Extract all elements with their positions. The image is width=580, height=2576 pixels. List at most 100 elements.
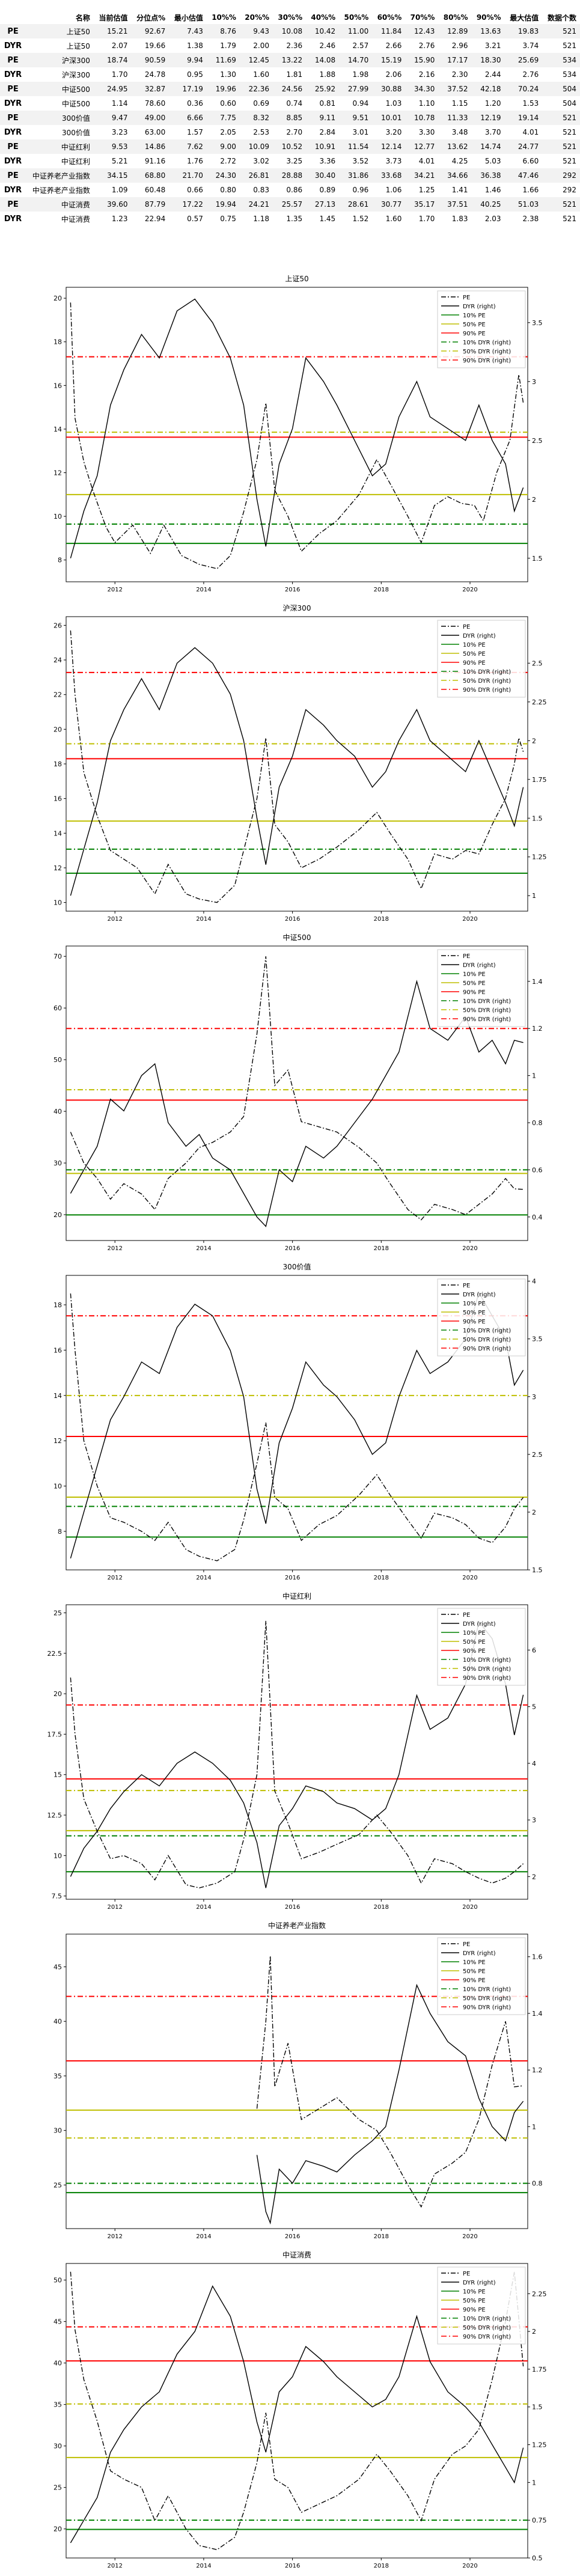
row-index-name: 中证消费 <box>61 200 90 209</box>
valuation-chart: 中证消费 20 25 30 35 40 45 50 0.5 0.75 1 1.25 1.5 1.75 2 2.… <box>0 2241 580 2570</box>
legend-label: 10% DYR (right) <box>463 340 511 346</box>
table-cell: 3.73 <box>385 157 402 165</box>
table-cell: 6.60 <box>522 157 539 165</box>
table-cell: 521 <box>563 128 576 136</box>
table-cell: 28.88 <box>281 171 303 180</box>
table-cell: 2.84 <box>319 128 336 136</box>
right-tick-label: 1.75 <box>532 776 547 784</box>
table-cell: 1.81 <box>286 70 303 79</box>
column-header: 80%% <box>443 13 468 22</box>
x-tick-label: 2018 <box>374 1245 389 1252</box>
left-tick-label: 10 <box>53 1483 62 1491</box>
table-cell: 12.77 <box>414 142 435 151</box>
legend-label: 90% PE <box>463 989 486 996</box>
table-row: DYR 上证50 2.07 19.66 1.38 1.79 2.00 2.36 2.46 2.57… <box>0 38 580 53</box>
table-cell: 8.32 <box>253 114 270 122</box>
table-cell: 0.96 <box>352 186 369 194</box>
left-tick-label: 20 <box>53 1690 62 1698</box>
table-cell: 3.20 <box>385 128 402 136</box>
legend-label: 90% PE <box>463 331 486 337</box>
table-cell: 0.95 <box>187 70 203 79</box>
legend-label: 50% PE <box>463 2298 486 2304</box>
table-cell: 1.57 <box>187 128 203 136</box>
right-tick-label: 1.6 <box>532 1953 543 1961</box>
table-cell: 9.11 <box>319 114 336 122</box>
table-cell: 25.69 <box>517 56 539 64</box>
table-cell: 0.89 <box>319 186 336 194</box>
table-cell: 3.70 <box>484 128 501 136</box>
right-tick-label: 2 <box>532 1873 536 1881</box>
table-cell: 1.09 <box>111 186 128 194</box>
table-cell: 24.95 <box>107 85 128 93</box>
table-cell: 40.25 <box>480 200 501 209</box>
row-metric: DYR <box>4 127 22 137</box>
legend-box <box>437 1278 526 1357</box>
table-cell: 17.22 <box>182 200 203 209</box>
table-row: PE 上证50 15.21 92.67 7.43 8.76 9.43 10.08 10.42 11… <box>0 24 580 38</box>
left-tick-label: 18 <box>53 760 62 768</box>
x-tick-label: 2020 <box>462 2563 477 2569</box>
chart-title: 中证红利 <box>282 1592 311 1601</box>
table-cell: 13.63 <box>480 27 501 35</box>
right-tick-label: 4 <box>532 1278 536 1286</box>
table-cell: 14.70 <box>347 56 369 64</box>
right-tick-label: 3.5 <box>532 319 543 327</box>
dyr-series-line <box>70 1620 524 1888</box>
table-row: DYR 中证消费 1.23 22.94 0.57 0.75 1.18 1.35 1.45 1.52… <box>0 212 580 226</box>
table-row: PE 中证消费 39.60 87.79 17.22 19.94 24.21 25.57 27.1… <box>0 197 580 212</box>
row-index-name: 上证50 <box>66 27 90 36</box>
table-cell: 34.15 <box>107 171 128 180</box>
right-tick-label: 1.5 <box>532 814 543 822</box>
row-index-name: 中证500 <box>61 85 90 94</box>
row-metric: DYR <box>4 70 22 79</box>
right-tick-label: 1 <box>532 1072 536 1080</box>
table-cell: 22.94 <box>144 215 166 223</box>
left-tick-label: 26 <box>53 621 62 629</box>
x-tick-label: 2020 <box>462 587 477 593</box>
right-tick-label: 2.25 <box>532 2290 547 2298</box>
table-cell: 521 <box>563 157 576 165</box>
legend-label: 50% DYR (right) <box>463 2325 511 2331</box>
table-cell: 19.83 <box>517 27 539 35</box>
right-tick-label: 2 <box>532 1509 536 1516</box>
legend-label: 90% PE <box>463 660 486 667</box>
legend-label: 10% PE <box>463 313 486 319</box>
column-header: 最小估值 <box>174 13 203 22</box>
legend-label: 90% DYR (right) <box>463 2334 511 2340</box>
x-tick-label: 2014 <box>196 1575 211 1581</box>
table-cell: 2.46 <box>319 41 336 50</box>
table-cell: 1.10 <box>418 99 435 108</box>
table-cell: 25.92 <box>314 85 336 93</box>
x-tick-label: 2014 <box>196 1245 211 1252</box>
table-cell: 17.17 <box>447 56 468 64</box>
table-cell: 1.38 <box>187 41 203 50</box>
table-cell: 504 <box>563 85 576 93</box>
table-cell: 19.14 <box>517 114 539 122</box>
table-cell: 2.38 <box>522 215 539 223</box>
table-cell: 0.80 <box>220 186 236 194</box>
x-tick-label: 2012 <box>108 587 123 593</box>
table-cell: 91.16 <box>144 157 166 165</box>
legend-box <box>437 1937 526 2015</box>
legend-box <box>437 949 526 1027</box>
table-cell: 1.52 <box>352 215 369 223</box>
table-cell: 1.25 <box>418 186 435 194</box>
left-tick-label: 10 <box>53 1852 62 1860</box>
pe-series-line <box>70 302 524 569</box>
right-tick-label: 4 <box>532 1760 536 1768</box>
table-row: PE 中证养老产业指数 34.15 68.80 21.70 24.30 26.81 28.88… <box>0 168 580 183</box>
right-tick-label: 3 <box>532 1816 536 1824</box>
chart-svg: 中证养老产业指数 25 30 35 40 45 0.8 1 1.2 1.4 1.6 2012 2014 2… <box>53 1921 543 2240</box>
table-row: PE 沪深300 18.74 90.59 9.94 11.69 12.45 13.22 14.0… <box>0 53 580 67</box>
table-cell: 4.25 <box>451 157 468 165</box>
left-tick-label: 8 <box>58 1528 62 1536</box>
left-tick-label: 12.5 <box>47 1811 63 1819</box>
table-cell: 7.75 <box>220 114 236 122</box>
table-cell: 42.18 <box>480 85 501 93</box>
table-cell: 1.83 <box>451 215 468 223</box>
table-cell: 24.30 <box>215 171 236 180</box>
table-cell: 0.36 <box>187 99 203 108</box>
chart-title: 中证养老产业指数 <box>268 1921 326 1930</box>
pe-series-line <box>256 1956 524 2208</box>
row-index-name: 沪深300 <box>61 56 90 65</box>
